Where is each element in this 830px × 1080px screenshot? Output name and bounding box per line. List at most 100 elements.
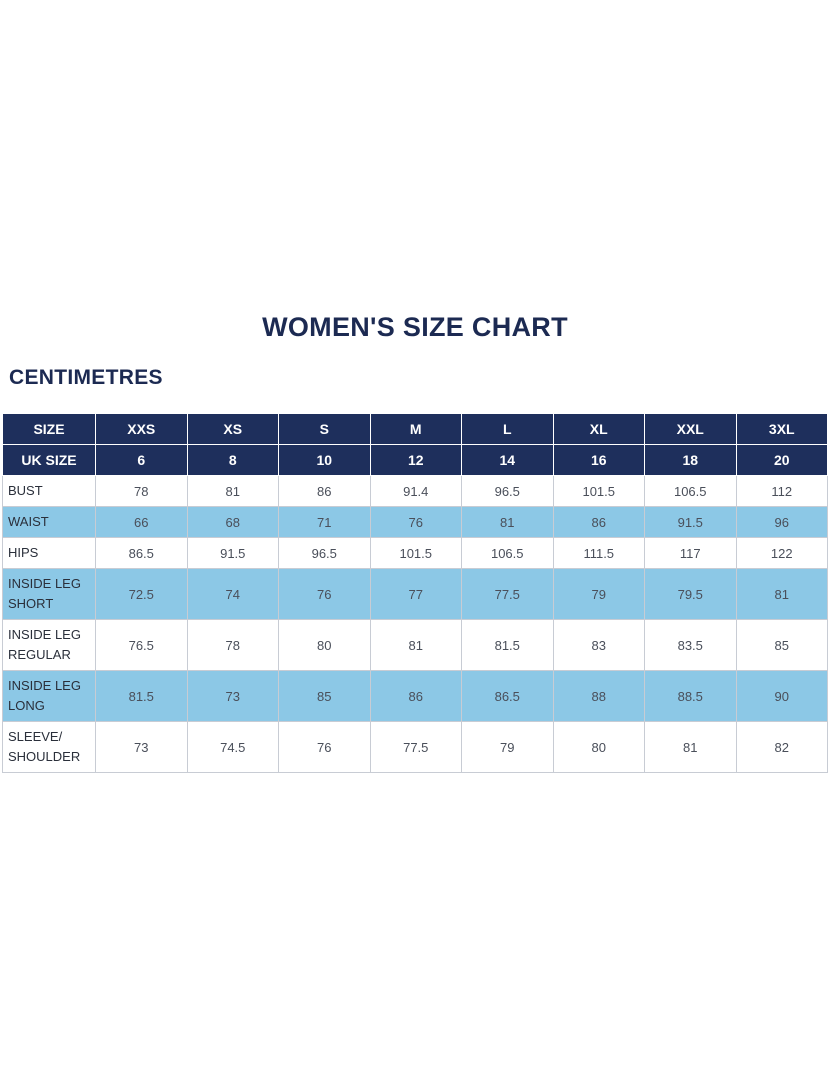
table-row: INSIDE LEG LONG 81.5 73 85 86 86.5 88 88.5 90: [2, 670, 828, 722]
value-cell: 88.5: [644, 670, 737, 722]
value-cell: 86: [278, 475, 371, 507]
value-cell: 82: [735, 721, 828, 773]
row-label-line: INSIDE LEG: [8, 678, 81, 693]
header-cell: 20: [735, 444, 828, 476]
header-cell: 3XL: [735, 413, 828, 445]
value-cell: 76: [369, 506, 462, 538]
value-cell: 90: [735, 670, 828, 722]
row-label-line: BUST: [8, 483, 43, 498]
row-label-line: LONG: [8, 698, 45, 713]
section-title: CENTIMETRES: [9, 366, 163, 389]
value-cell: 81: [186, 475, 279, 507]
table-row: INSIDE LEG SHORT 72.5 74 76 77 77.5 79 79.5 81: [2, 568, 828, 620]
table-row: WAIST 66 68 71 76 81 86 91.5 96: [2, 506, 828, 538]
value-cell: 106.5: [644, 475, 737, 507]
row-label-cell: INSIDE LEG SHORT: [2, 568, 96, 620]
table-row: SLEEVE/SHOULDER 73 74.5 76 77.5 79 80 81 82: [2, 721, 828, 773]
value-cell: 83.5: [644, 619, 737, 671]
row-label-line: INSIDE LEG: [8, 576, 81, 591]
header-row-size: SIZE XXS XS S M L XL XXL 3XL: [2, 413, 828, 445]
value-cell: 80: [278, 619, 371, 671]
value-cell: 91.4: [369, 475, 462, 507]
value-cell: 77.5: [369, 721, 462, 773]
table-row: BUST 78 81 86 91.4 96.5 101.5 106.5 112: [2, 475, 828, 507]
value-cell: 86: [552, 506, 645, 538]
value-cell: 79: [552, 568, 645, 620]
value-cell: 79: [461, 721, 554, 773]
value-cell: 83: [552, 619, 645, 671]
value-cell: 101.5: [552, 475, 645, 507]
header-cell: 12: [369, 444, 462, 476]
size-chart-table: SIZE XXS XS S M L XL XXL 3XL UK SIZE 6 8 10 12 14 16 18 2…: [2, 413, 828, 773]
row-label-line: HIPS: [8, 545, 39, 560]
value-cell: 86.5: [95, 537, 188, 569]
value-cell: 81: [644, 721, 737, 773]
value-cell: 81: [461, 506, 554, 538]
header-cell: L: [461, 413, 554, 445]
header-cell: 10: [278, 444, 371, 476]
value-cell: 106.5: [461, 537, 554, 569]
value-cell: 68: [186, 506, 279, 538]
header-cell: XXS: [95, 413, 188, 445]
row-label-line: SLEEVE/: [8, 729, 63, 744]
value-cell: 101.5: [369, 537, 462, 569]
row-label-line: INSIDE LEG: [8, 627, 81, 642]
header-label-cell: UK SIZE: [2, 444, 96, 476]
value-cell: 91.5: [644, 506, 737, 538]
value-cell: 81: [369, 619, 462, 671]
size-table-header: SIZE XXS XS S M L XL XXL 3XL UK SIZE 6 8 10 12 14 16 18 2…: [2, 413, 828, 476]
header-cell: 16: [552, 444, 645, 476]
header-label-cell: SIZE: [2, 413, 96, 445]
row-label-line: WAIST: [8, 514, 49, 529]
table-row: INSIDE LEG REGULAR 76.5 78 80 81 81.5 83 83.5 85: [2, 619, 828, 671]
value-cell: 73: [186, 670, 279, 722]
table-row: HIPS 86.5 91.5 96.5 101.5 106.5 111.5 117 122: [2, 537, 828, 569]
value-cell: 112: [735, 475, 828, 507]
value-cell: 86: [369, 670, 462, 722]
value-cell: 78: [186, 619, 279, 671]
header-row-uk-size: UK SIZE 6 8 10 12 14 16 18 20: [2, 444, 828, 476]
value-cell: 73: [95, 721, 188, 773]
value-cell: 76: [278, 721, 371, 773]
value-cell: 80: [552, 721, 645, 773]
size-table-body: BUST 78 81 86 91.4 96.5 101.5 106.5 112 WAIST 66 68…: [2, 475, 828, 773]
value-cell: 78: [95, 475, 188, 507]
value-cell: 74: [186, 568, 279, 620]
value-cell: 81.5: [95, 670, 188, 722]
page-title: WOMEN'S SIZE CHART: [262, 312, 568, 342]
header-cell: 8: [186, 444, 279, 476]
row-label-line: SHOULDER: [8, 749, 81, 764]
value-cell: 122: [735, 537, 828, 569]
value-cell: 66: [95, 506, 188, 538]
value-cell: 74.5: [186, 721, 279, 773]
value-cell: 81: [735, 568, 828, 620]
value-cell: 117: [644, 537, 737, 569]
value-cell: 91.5: [186, 537, 279, 569]
row-label-line: SHORT: [8, 596, 54, 611]
header-cell: M: [369, 413, 462, 445]
row-label-cell: SLEEVE/SHOULDER: [2, 721, 96, 773]
value-cell: 85: [278, 670, 371, 722]
header-cell: 18: [644, 444, 737, 476]
row-label-cell: INSIDE LEG LONG: [2, 670, 96, 722]
row-label-cell: INSIDE LEG REGULAR: [2, 619, 96, 671]
row-label-cell: BUST: [2, 475, 96, 507]
header-cell: S: [278, 413, 371, 445]
value-cell: 77.5: [461, 568, 554, 620]
header-cell: 14: [461, 444, 554, 476]
value-cell: 79.5: [644, 568, 737, 620]
header-cell: XXL: [644, 413, 737, 445]
header-cell: XL: [552, 413, 645, 445]
value-cell: 86.5: [461, 670, 554, 722]
value-cell: 96.5: [461, 475, 554, 507]
value-cell: 76: [278, 568, 371, 620]
row-label-line: REGULAR: [8, 647, 71, 662]
value-cell: 85: [735, 619, 828, 671]
row-label-cell: HIPS: [2, 537, 96, 569]
value-cell: 77: [369, 568, 462, 620]
value-cell: 96.5: [278, 537, 371, 569]
value-cell: 96: [735, 506, 828, 538]
value-cell: 81.5: [461, 619, 554, 671]
header-cell: 6: [95, 444, 188, 476]
value-cell: 72.5: [95, 568, 188, 620]
